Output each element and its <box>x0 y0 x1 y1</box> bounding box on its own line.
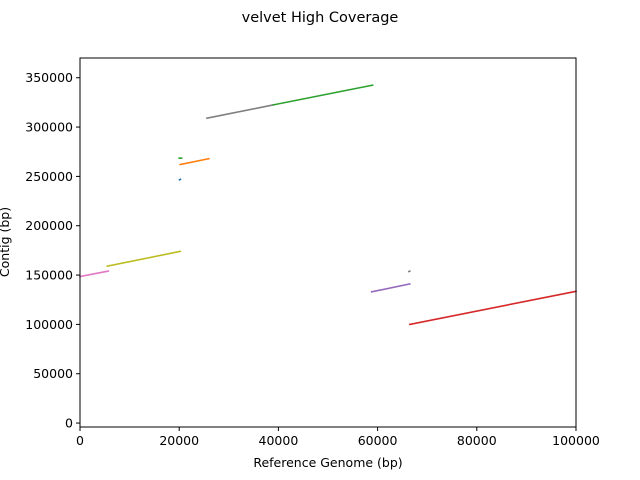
x-tick-label-3: 40000 <box>259 433 299 448</box>
series-line-9 <box>407 270 411 273</box>
y-tick-label-1: 0 <box>65 416 73 431</box>
x-tick-label-2: 20000 <box>159 433 199 448</box>
x-tick-label-5: 80000 <box>457 433 497 448</box>
y-tick-label-8: 350000 <box>25 70 73 85</box>
plot-frame <box>79 57 577 428</box>
y-tick-label-5: 200000 <box>25 218 73 233</box>
plot-series <box>79 84 577 326</box>
y-axis-label: Contig (bp) <box>0 207 12 277</box>
series-line-10 <box>408 290 577 326</box>
y-tick-label-7: 300000 <box>25 120 73 135</box>
series-line-2 <box>106 250 182 268</box>
x-axis: 0 20000 40000 60000 80000 100000 <box>76 427 600 448</box>
x-tick-label-1: 0 <box>76 433 84 448</box>
y-axis: 0 50000 100000 150000 200000 250000 300000 3500… <box>25 70 80 431</box>
x-tick-label-4: 60000 <box>358 433 398 448</box>
series-line-6 <box>206 103 275 120</box>
y-tick-label-6: 250000 <box>25 169 73 184</box>
series-line-8 <box>370 282 411 293</box>
y-tick-label-3: 100000 <box>25 317 73 332</box>
y-tick-label-4: 150000 <box>25 268 73 283</box>
series-line-1 <box>79 270 110 278</box>
series-line-7 <box>272 84 374 106</box>
x-tick-label-6: 100000 <box>552 433 600 448</box>
series-line-5 <box>179 157 210 166</box>
y-tick-label-2: 50000 <box>33 366 73 381</box>
chart-title: velvet High Coverage <box>242 10 399 26</box>
x-axis-label: Reference Genome (bp) <box>253 455 402 470</box>
